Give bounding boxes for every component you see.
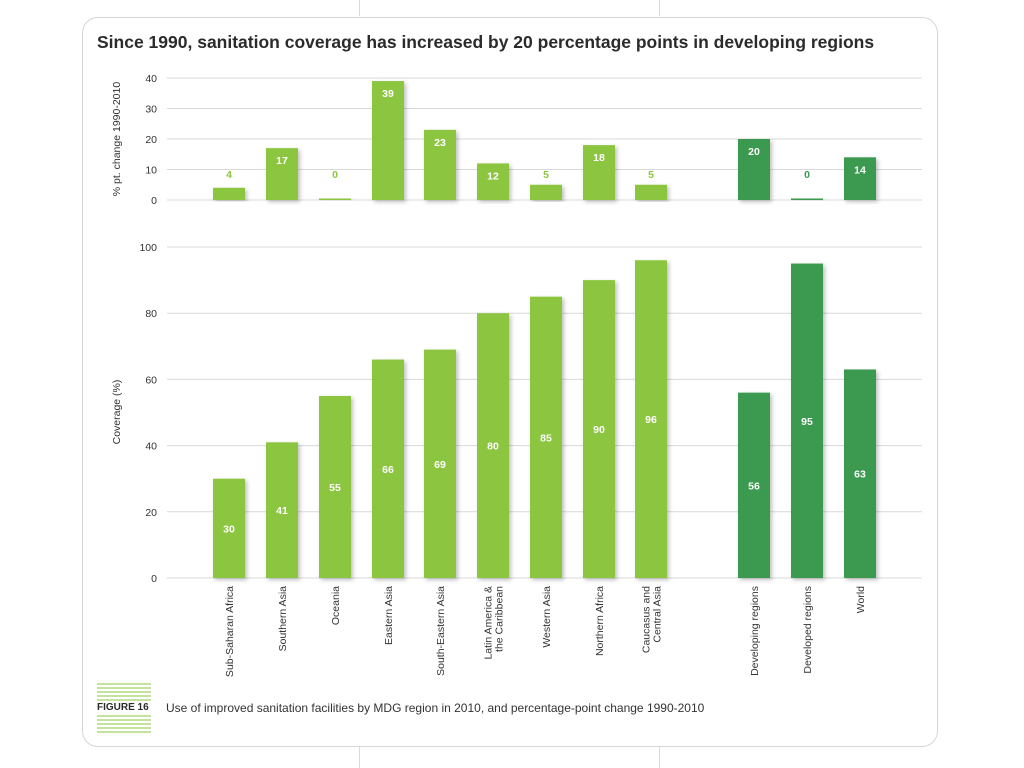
top-data-label: 17 [276,155,288,167]
bottom-y-axis-label: Coverage (%) [111,380,123,445]
top-tick-label: 10 [145,165,157,177]
crop-mark-left [359,0,360,16]
bottom-bar [530,296,562,578]
figure-label: FIGURE 16 [97,702,149,713]
bottom-tick-label: 80 [145,308,157,320]
bottom-data-label: 90 [593,424,605,436]
bottom-tick-label: 0 [151,573,157,585]
top-bar [424,129,456,200]
figure-caption: Use of improved sanitation facilities by… [166,701,705,715]
x-tick-label: Latin America & [483,586,495,660]
bottom-bar [266,442,298,578]
bottom-tick-label: 60 [145,374,157,386]
x-tick-label: Sub-Saharan Africa [224,586,236,677]
top-data-label: 12 [487,170,499,182]
x-tick-label: Developing regions [749,586,761,676]
bottom-bar [738,392,770,578]
top-tick-label: 30 [145,104,157,116]
x-tick-label: Oceania [330,586,342,625]
crop-mark-left-bottom [359,746,360,768]
top-y-axis-label: % pt. change 1990-2010 [111,82,123,197]
x-tick-label: World [855,586,867,613]
bottom-bar [844,369,876,578]
crop-mark-right [659,0,660,16]
top-data-label: 23 [434,137,446,149]
bottom-bar [319,395,351,578]
chart-title: Since 1990, sanitation coverage has incr… [97,32,875,52]
top-bar [213,187,245,200]
bottom-data-label: 30 [223,523,235,535]
top-bar [319,198,351,200]
x-tick-label: the Caribbean [494,586,506,652]
bottom-data-label: 80 [487,441,499,453]
top-bar [738,139,770,200]
top-data-label: 0 [332,169,338,181]
x-tick-label: Central Asia [652,586,664,643]
bottom-data-label: 56 [748,480,760,492]
top-data-label: 4 [226,169,232,181]
top-tick-label: 0 [151,195,157,207]
top-bar [791,198,823,200]
top-bar [583,145,615,200]
x-tick-label: Eastern Asia [383,586,395,645]
x-tick-label: South-Eastern Asia [435,586,447,676]
top-data-label: 20 [748,146,760,158]
crop-mark-right-bottom [659,746,660,768]
bottom-data-label: 85 [540,432,552,444]
bottom-data-label: 95 [801,416,813,428]
top-data-label: 5 [543,169,549,181]
x-tick-label: Southern Asia [277,586,289,652]
top-bar [266,148,298,200]
bottom-bar [213,478,245,578]
x-tick-label: Developed regions [802,586,814,674]
bottom-data-label: 96 [645,414,657,426]
bottom-bar [424,349,456,578]
x-tick-label: Western Asia [541,586,553,648]
bottom-data-label: 55 [329,482,341,494]
bottom-tick-label: 20 [145,507,157,519]
top-data-label: 18 [593,152,605,164]
top-tick-label: 40 [145,73,157,85]
top-chart-bars: 4 17 0 39 23 12 5 18 5 20 0 14 [213,81,876,200]
top-bar [372,81,404,200]
bottom-bar [791,263,823,578]
top-data-label: 0 [804,169,810,181]
bottom-data-label: 63 [854,469,866,481]
bottom-tick-label: 40 [145,441,157,453]
x-tick-label: Northern Africa [594,586,606,656]
top-bar [477,163,509,200]
bottom-data-label: 41 [276,505,288,517]
x-axis-labels: Sub-Saharan Africa Southern Asia Oceania Ea… [224,586,867,677]
x-tick-label: Caucasus and [641,586,653,653]
bottom-tick-label: 100 [139,242,157,254]
top-bar [530,184,562,200]
top-tick-label: 20 [145,134,157,146]
bottom-chart-bars: 30 41 55 66 69 80 85 90 96 56 95 63 [213,260,876,578]
bottom-data-label: 66 [382,464,394,476]
figure-label-stripes [97,683,151,733]
top-bar [635,184,667,200]
bottom-bar [635,260,667,578]
bottom-bar [372,359,404,578]
bottom-data-label: 69 [434,459,446,471]
bottom-bar [583,280,615,578]
top-data-label: 5 [648,169,654,181]
top-data-label: 39 [382,88,394,100]
top-bar [844,157,876,200]
top-data-label: 14 [854,164,866,176]
bottom-bar [477,313,509,578]
